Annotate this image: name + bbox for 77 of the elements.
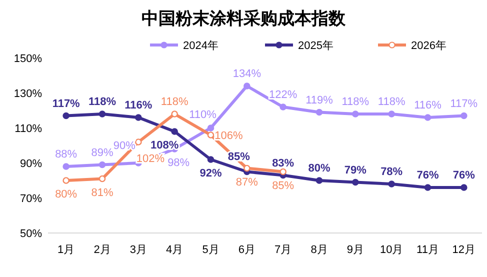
- data-label: 108%: [150, 140, 179, 152]
- data-label: 118%: [160, 96, 188, 108]
- x-tick-label: 10月: [380, 244, 404, 256]
- data-label: 116%: [124, 100, 152, 112]
- point: [424, 184, 432, 191]
- x-tick-label: 8月: [310, 244, 328, 256]
- point: [424, 114, 432, 121]
- point: [460, 112, 468, 120]
- data-label: 76%: [416, 170, 439, 182]
- x-tick-label: 7月: [274, 244, 292, 256]
- point: [207, 124, 214, 132]
- point: [207, 156, 214, 163]
- data-label: 78%: [380, 166, 403, 178]
- data-label: 106%: [214, 130, 244, 142]
- point: [388, 110, 395, 118]
- point: [171, 128, 178, 135]
- point: [280, 168, 286, 176]
- chart-title: 中国粉末涂料采购成本指数: [142, 9, 346, 29]
- point: [244, 82, 250, 90]
- y-tick-label: 130%: [14, 88, 42, 100]
- x-tick-label: 9月: [346, 244, 364, 256]
- data-label: 118%: [378, 96, 406, 108]
- data-label: 98%: [168, 157, 190, 169]
- y-tick-label: 70%: [20, 193, 42, 205]
- data-label: 118%: [88, 96, 116, 108]
- point: [135, 138, 142, 146]
- point: [135, 114, 142, 121]
- data-label: 134%: [232, 68, 262, 80]
- data-label: 110%: [189, 109, 217, 121]
- data-label: 117%: [52, 98, 80, 110]
- x-tick-label: 1月: [58, 244, 75, 256]
- y-tick-label: 90%: [20, 158, 42, 170]
- y-tick-label: 110%: [14, 123, 42, 135]
- data-label: 80%: [308, 162, 330, 174]
- data-label: 81%: [91, 186, 114, 199]
- legend-label: 2024年: [183, 40, 218, 52]
- x-tick-label: 4月: [166, 244, 184, 256]
- data-label: 117%: [450, 98, 478, 110]
- point: [244, 164, 250, 172]
- point: [62, 163, 70, 170]
- x-tick-label: 11月: [416, 244, 439, 256]
- x-tick-label: 3月: [130, 244, 147, 256]
- point: [207, 132, 214, 138]
- data-label: 119%: [306, 94, 334, 106]
- point: [171, 110, 178, 118]
- data-label: 92%: [200, 168, 222, 180]
- data-label: 118%: [342, 96, 370, 108]
- data-label: 85%: [272, 180, 294, 192]
- data-label: 83%: [272, 157, 294, 170]
- point: [316, 108, 323, 116]
- data-label: 76%: [452, 170, 476, 182]
- data-label: 88%: [55, 148, 78, 160]
- data-label: 116%: [414, 100, 442, 112]
- x-tick-label: 2月: [94, 244, 111, 256]
- x-tick-label: 5月: [202, 244, 220, 256]
- point: [62, 112, 70, 120]
- point: [352, 178, 359, 186]
- y-tick-label: 50%: [20, 228, 42, 240]
- data-label: 122%: [269, 89, 298, 101]
- x-tick-label: 12月: [452, 244, 476, 256]
- data-label: 79%: [344, 164, 367, 176]
- data-label: 80%: [55, 188, 78, 200]
- point: [98, 161, 106, 168]
- point: [280, 104, 286, 110]
- point: [388, 180, 395, 188]
- data-label: 89%: [91, 146, 114, 159]
- y-tick-label: 150%: [14, 53, 42, 65]
- data-label: 87%: [236, 176, 258, 188]
- legend-label: 2026年: [411, 40, 446, 52]
- point: [460, 184, 468, 191]
- legend-label: 2025年: [298, 40, 334, 52]
- point: [98, 110, 106, 118]
- point: [98, 175, 106, 182]
- x-tick-label: 6月: [238, 244, 256, 256]
- point: [352, 110, 359, 118]
- point: [62, 177, 70, 184]
- point: [316, 177, 323, 184]
